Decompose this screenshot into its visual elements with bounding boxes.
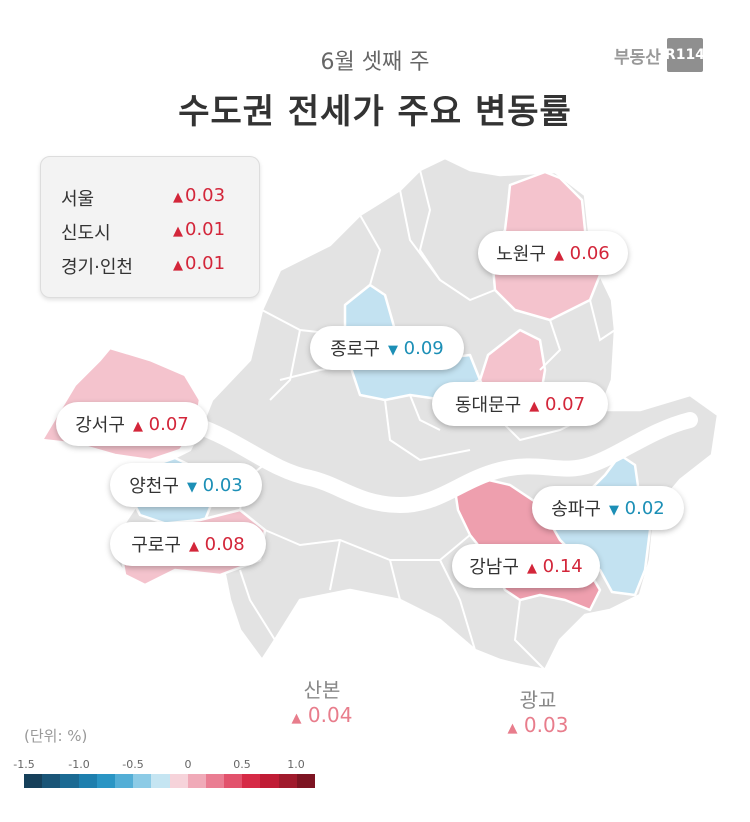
down-triangle-icon: ▼ <box>186 479 197 495</box>
scale-tick: -0.5 <box>122 758 144 771</box>
up-triangle-icon: ▲ <box>529 398 540 414</box>
page-subtitle: 6월 셋째 주 <box>320 50 430 75</box>
scale-swatch <box>60 774 79 788</box>
scale-tick: 1.0 <box>287 758 305 771</box>
scale-swatch <box>42 774 61 788</box>
pill-gangseo: 강서구 ▲ 0.07 <box>56 402 208 446</box>
scale-swatch <box>96 774 115 788</box>
scale-swatch <box>151 774 170 788</box>
pill-songpa: 송파구 ▼ 0.02 <box>532 486 684 530</box>
up-triangle-icon: ▲ <box>173 258 183 273</box>
scale-tick: -1.0 <box>68 758 90 771</box>
summary-value-gyeonggi-incheon: ▲ 0.01 <box>173 253 226 274</box>
pill-dongdaemun: 동대문구 ▲ 0.07 <box>432 382 608 426</box>
pill-guro: 구로구 ▲ 0.08 <box>110 522 266 566</box>
up-triangle-icon: ▲ <box>553 247 564 263</box>
scale-swatch <box>224 774 243 788</box>
region-sanbon-name: 산본 <box>303 678 341 702</box>
color-scale-bar <box>24 774 315 788</box>
scale-swatch <box>78 774 97 788</box>
scale-swatch <box>114 774 134 788</box>
scale-tick: 0.5 <box>233 758 251 771</box>
region-gwanggyo-value: ▲ 0.03 <box>507 713 569 737</box>
pill-gangnam: 강남구 ▲ 0.14 <box>452 544 600 588</box>
region-gwanggyo: 광교 ▲ 0.03 <box>488 684 588 737</box>
logo-box: R114 <box>665 38 705 72</box>
scale-swatch <box>278 774 297 788</box>
unit-label: (단위: %) <box>24 727 88 745</box>
up-triangle-icon: ▲ <box>173 190 183 205</box>
up-triangle-icon: ▲ <box>173 224 183 239</box>
scale-swatch <box>169 774 188 788</box>
brand-logo: 부동산 R114 <box>614 38 705 72</box>
scale-swatch <box>296 774 315 788</box>
scale-swatch <box>260 774 279 788</box>
region-gwanggyo-name: 광교 <box>519 688 557 712</box>
page-title: 수도권 전세가 주요 변동률 <box>178 92 572 132</box>
scale-tick: 0 <box>184 758 192 771</box>
summary-label-newtown: 신도시 <box>61 223 111 244</box>
up-triangle-icon: ▲ <box>188 538 199 554</box>
scale-swatch <box>187 774 206 788</box>
pill-yangcheon: 양천구 ▼ 0.03 <box>110 463 262 507</box>
summary-label-gyeonggi-incheon: 경기·인천 <box>61 257 133 278</box>
scale-tick: -1.5 <box>13 758 35 771</box>
up-triangle-icon: ▲ <box>526 560 537 576</box>
pill-jongno: 종로구 ▼ 0.09 <box>310 326 464 370</box>
summary-value-seoul: ▲ 0.03 <box>173 185 226 206</box>
region-sanbon-value: ▲ 0.04 <box>291 703 353 727</box>
pill-nowon: 노원구 ▲ 0.06 <box>478 231 628 275</box>
summary-box: 서울 ▲ 0.03 신도시 ▲ 0.01 경기·인천 ▲ 0.01 <box>40 156 260 298</box>
han-river <box>187 412 698 514</box>
scale-swatch <box>24 774 43 788</box>
up-triangle-icon: ▲ <box>507 721 518 736</box>
scale-swatch <box>205 774 225 788</box>
region-sanbon: 산본 ▲ 0.04 <box>272 674 372 727</box>
up-triangle-icon: ▲ <box>132 418 143 434</box>
scale-swatch <box>133 774 152 788</box>
summary-label-seoul: 서울 <box>61 189 95 210</box>
scale-swatch <box>242 774 261 788</box>
summary-value-newtown: ▲ 0.01 <box>173 219 226 240</box>
down-triangle-icon: ▼ <box>608 502 619 518</box>
logo-text: 부동산 <box>614 47 661 68</box>
up-triangle-icon: ▲ <box>291 711 302 726</box>
down-triangle-icon: ▼ <box>387 342 398 358</box>
